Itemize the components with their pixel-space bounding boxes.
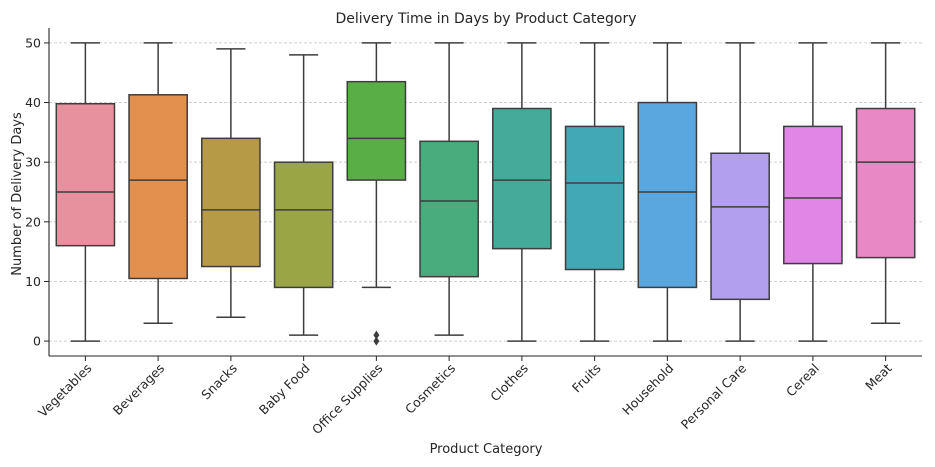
box-iqr [55,102,116,247]
y-tick-label: 40 [25,95,41,110]
grid-lines [49,42,922,342]
x-tick-label: Household [619,361,676,418]
x-axis-label: Product Category [430,442,543,457]
x-tick-label: Beverages [110,361,167,418]
chart-title: Delivery Time in Days by Product Categor… [335,11,636,27]
box-iqr [273,161,334,289]
x-tick-label: Baby Food [256,361,313,418]
box-iqr [710,152,770,301]
x-tick-label: Personal Care [678,360,750,432]
box-iqr [783,125,843,265]
y-tick-label: 10 [25,274,41,289]
box-iqr [637,101,698,289]
box-iqr [492,107,552,250]
box-meat [855,42,916,324]
y-tick-label: 30 [25,155,41,170]
y-tick-label: 0 [33,334,41,349]
box-iqr [564,125,625,271]
box-household [637,42,698,342]
box-iqr [346,80,407,181]
x-tick-label: Cosmetics [402,361,458,417]
box-fruits [564,42,625,342]
box-iqr [128,94,188,280]
box-cereal [783,42,843,342]
box-office-supplies [346,42,407,346]
x-tick-label: Vegetables [35,361,94,420]
y-tick-label: 20 [25,214,41,229]
outlier-point [373,336,380,346]
box-iqr [855,107,916,259]
x-tick-label: Snacks [198,361,240,403]
box-iqr [419,140,479,278]
y-tick-label: 50 [25,35,41,50]
x-tick-label: Office Supplies [309,361,386,438]
box-clothes [492,42,552,342]
x-tick-label: Clothes [487,361,531,405]
x-tick-label: Cereal [783,361,822,400]
box-baby-food [273,54,334,336]
boxes [55,42,916,346]
box-beverages [128,42,188,324]
box-snacks [201,48,261,318]
x-tick-label: Meat [862,360,895,393]
box-cosmetics [419,42,479,336]
x-tick-label: Fruits [569,361,604,396]
y-axis-label: Number of Delivery Days [10,112,25,276]
box-iqr [201,137,261,268]
box-vegetables [55,42,116,342]
box-personal-care [710,42,770,342]
outlier-point [373,330,380,340]
